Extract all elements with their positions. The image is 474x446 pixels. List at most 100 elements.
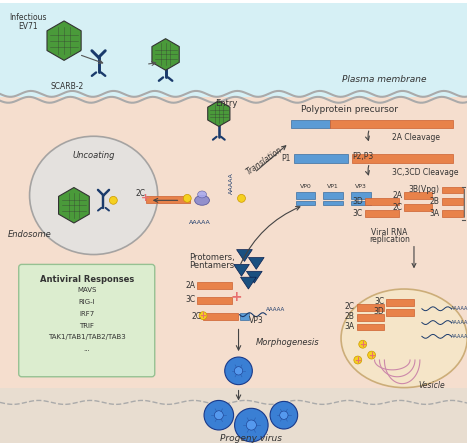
FancyArrowPatch shape [365,131,369,140]
Text: SCARB-2: SCARB-2 [50,82,83,91]
Text: RIG-I: RIG-I [78,299,95,305]
Text: TRIF: TRIF [79,322,94,329]
Text: P2,P3: P2,P3 [352,153,373,161]
Polygon shape [248,257,264,269]
Circle shape [237,194,246,202]
FancyArrowPatch shape [154,198,178,202]
Text: Antiviral Responses: Antiviral Responses [40,275,134,284]
Text: Pentamers: Pentamers [189,261,235,270]
Bar [330,120,454,128]
Bar [0,388,467,443]
Text: Infectious: Infectious [9,13,46,22]
FancyArrowPatch shape [412,247,416,267]
FancyArrowPatch shape [149,62,155,66]
Polygon shape [59,187,89,223]
Polygon shape [234,264,249,276]
Text: 2C: 2C [345,302,355,311]
Polygon shape [246,271,262,283]
Text: 2A Cleavage: 2A Cleavage [392,133,440,142]
Polygon shape [240,277,256,289]
Text: EV71: EV71 [18,22,37,31]
Bar [357,323,384,330]
Bar [323,201,343,205]
FancyArrowPatch shape [237,390,241,399]
Ellipse shape [195,195,210,205]
Text: Plasma membrane: Plasma membrane [342,75,427,84]
Text: +: + [368,351,375,359]
Text: +: + [141,194,151,203]
Ellipse shape [341,289,467,388]
FancyArrowPatch shape [256,146,286,171]
Text: 2A: 2A [392,191,402,200]
Bar [197,297,232,304]
Text: 3B(Vpg): 3B(Vpg) [409,185,439,194]
Text: VP0: VP0 [300,185,311,190]
Text: 2C: 2C [392,203,402,212]
Text: Uncoating: Uncoating [73,152,115,161]
Bar [294,154,348,163]
Bar [357,304,384,311]
FancyArrowPatch shape [365,165,369,175]
Bar [357,314,384,321]
Text: VP3: VP3 [355,185,367,190]
Bar [296,201,315,205]
Text: 3C: 3C [185,295,195,304]
Polygon shape [237,250,252,261]
Text: Protomers,: Protomers, [189,253,235,262]
Text: AAAAA: AAAAA [266,307,285,312]
Text: VP1: VP1 [327,185,339,190]
Text: 3C: 3C [353,209,363,218]
Bar [351,201,371,205]
Bar [239,313,249,320]
Text: 3C: 3C [374,297,384,306]
Text: AAAAA: AAAAA [228,173,234,194]
Circle shape [214,411,223,420]
Text: +: + [231,290,242,304]
Text: 2C: 2C [136,189,146,198]
Text: Progeny virus: Progeny virus [220,434,283,443]
Bar [323,192,343,199]
Bar [386,299,414,306]
Text: 3D: 3D [352,197,363,206]
Text: MAVS: MAVS [77,287,96,293]
Text: 3A: 3A [429,209,439,218]
Ellipse shape [198,191,207,198]
Text: P1: P1 [282,154,291,163]
Text: 3A: 3A [345,322,355,331]
Ellipse shape [29,136,158,255]
Text: 2A: 2A [185,281,195,289]
Polygon shape [208,101,230,126]
Bar [404,192,432,199]
Circle shape [109,196,117,204]
Bar [386,309,414,316]
Text: Polyprotein precursor: Polyprotein precursor [301,105,399,114]
Text: AAAAA: AAAAA [451,334,469,339]
Circle shape [235,408,268,442]
Polygon shape [47,21,81,60]
Text: replication: replication [369,235,410,244]
Text: 2B: 2B [430,197,439,206]
FancyArrowPatch shape [82,55,103,63]
Bar [0,3,467,97]
Bar [203,313,237,320]
Circle shape [359,340,367,348]
Circle shape [368,351,375,359]
Bar [442,186,463,194]
Text: 3D: 3D [374,307,384,316]
Bar [146,196,190,203]
Text: 2C: 2C [191,312,201,321]
Text: VP3: VP3 [249,316,264,325]
Bar [352,154,454,163]
Bar [365,198,399,205]
Text: Entry: Entry [215,99,237,107]
Text: TAK1/TAB1/TAB2/TAB3: TAK1/TAB1/TAB2/TAB3 [48,334,126,340]
Text: Viral RNA: Viral RNA [371,228,408,237]
Bar [351,192,371,199]
Circle shape [246,420,256,430]
Text: +: + [354,355,361,364]
FancyArrowPatch shape [241,206,300,264]
Text: Translation: Translation [245,145,284,177]
FancyBboxPatch shape [19,264,155,377]
Text: +: + [200,311,207,320]
Text: 3C,3CD Cleavage: 3C,3CD Cleavage [392,168,459,177]
